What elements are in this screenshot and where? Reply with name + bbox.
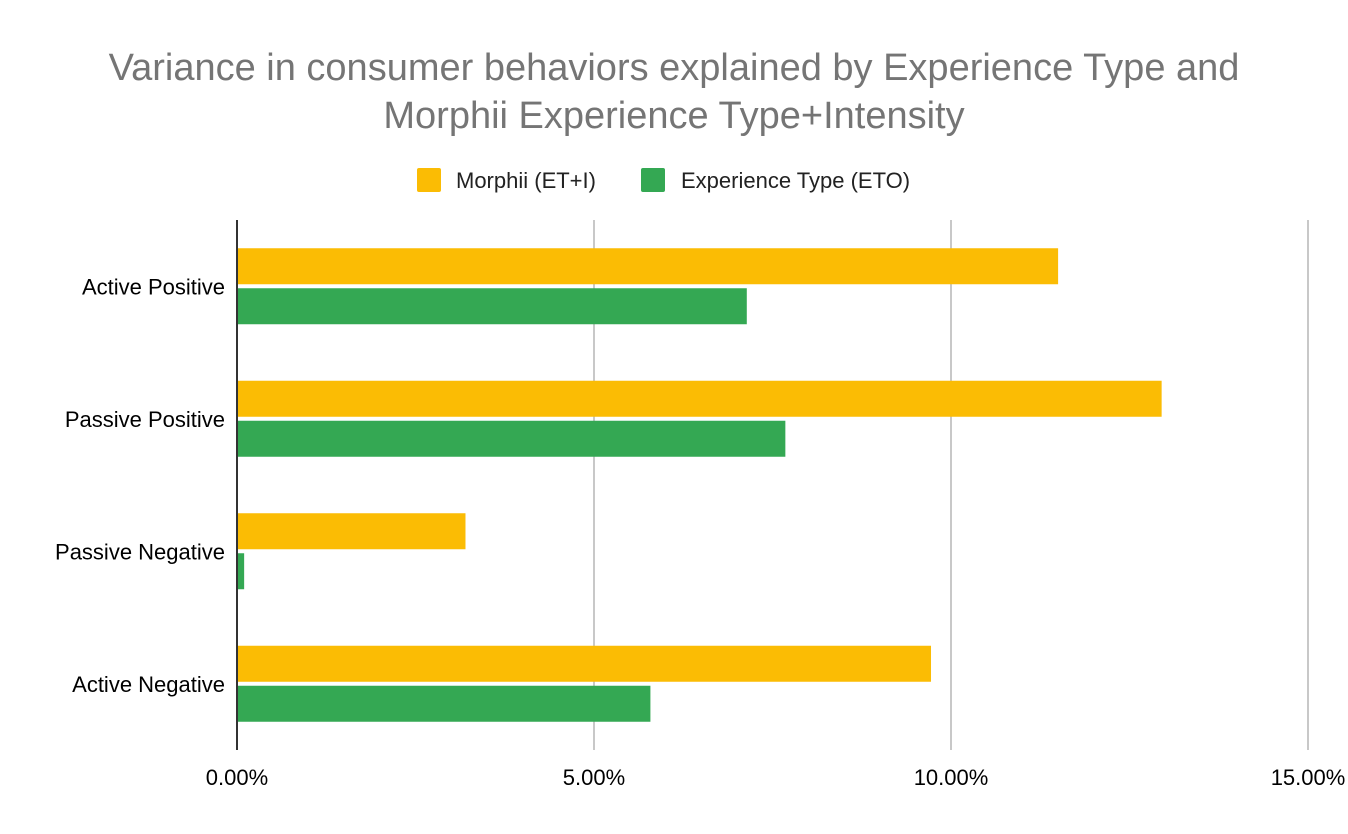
x-tick-label: 5.00% <box>563 765 625 790</box>
chart-title-line-2: Morphii Experience Type+Intensity <box>383 95 964 137</box>
legend-label-morphii: Morphii (ET+I) <box>456 168 596 193</box>
category-label: Passive Negative <box>55 539 225 564</box>
chart-title: Variance in consumer behaviors explained… <box>109 47 1240 137</box>
category-label: Active Positive <box>82 274 225 299</box>
bar-active-positive-series-0 <box>237 248 1059 285</box>
bar-passive-positive-series-1 <box>237 420 786 457</box>
bar-active-positive-series-1 <box>237 288 747 325</box>
bar-active-negative-series-0 <box>237 645 932 682</box>
x-tick-label: 0.00% <box>206 765 268 790</box>
x-tick-label: 10.00% <box>914 765 989 790</box>
legend: Morphii (ET+I) Experience Type (ETO) <box>417 168 910 193</box>
bar-passive-negative-series-0 <box>237 513 466 550</box>
x-tick-label: 15.00% <box>1271 765 1346 790</box>
x-tick-labels: 0.00% 5.00% 10.00% 15.00% <box>206 765 1346 790</box>
legend-label-experience-type: Experience Type (ETO) <box>681 168 910 193</box>
legend-swatch-experience-type <box>641 168 665 192</box>
bar-passive-negative-series-1 <box>237 553 245 590</box>
chart-title-line-1: Variance in consumer behaviors explained… <box>109 47 1240 89</box>
bar-active-negative-series-1 <box>237 685 651 722</box>
bars <box>237 248 1162 722</box>
legend-swatch-morphii <box>417 168 441 192</box>
bar-passive-positive-series-0 <box>237 380 1162 417</box>
category-label: Passive Positive <box>65 407 225 432</box>
category-label: Active Negative <box>72 672 225 697</box>
category-labels: Active Positive Passive Positive Passive N… <box>55 274 225 697</box>
